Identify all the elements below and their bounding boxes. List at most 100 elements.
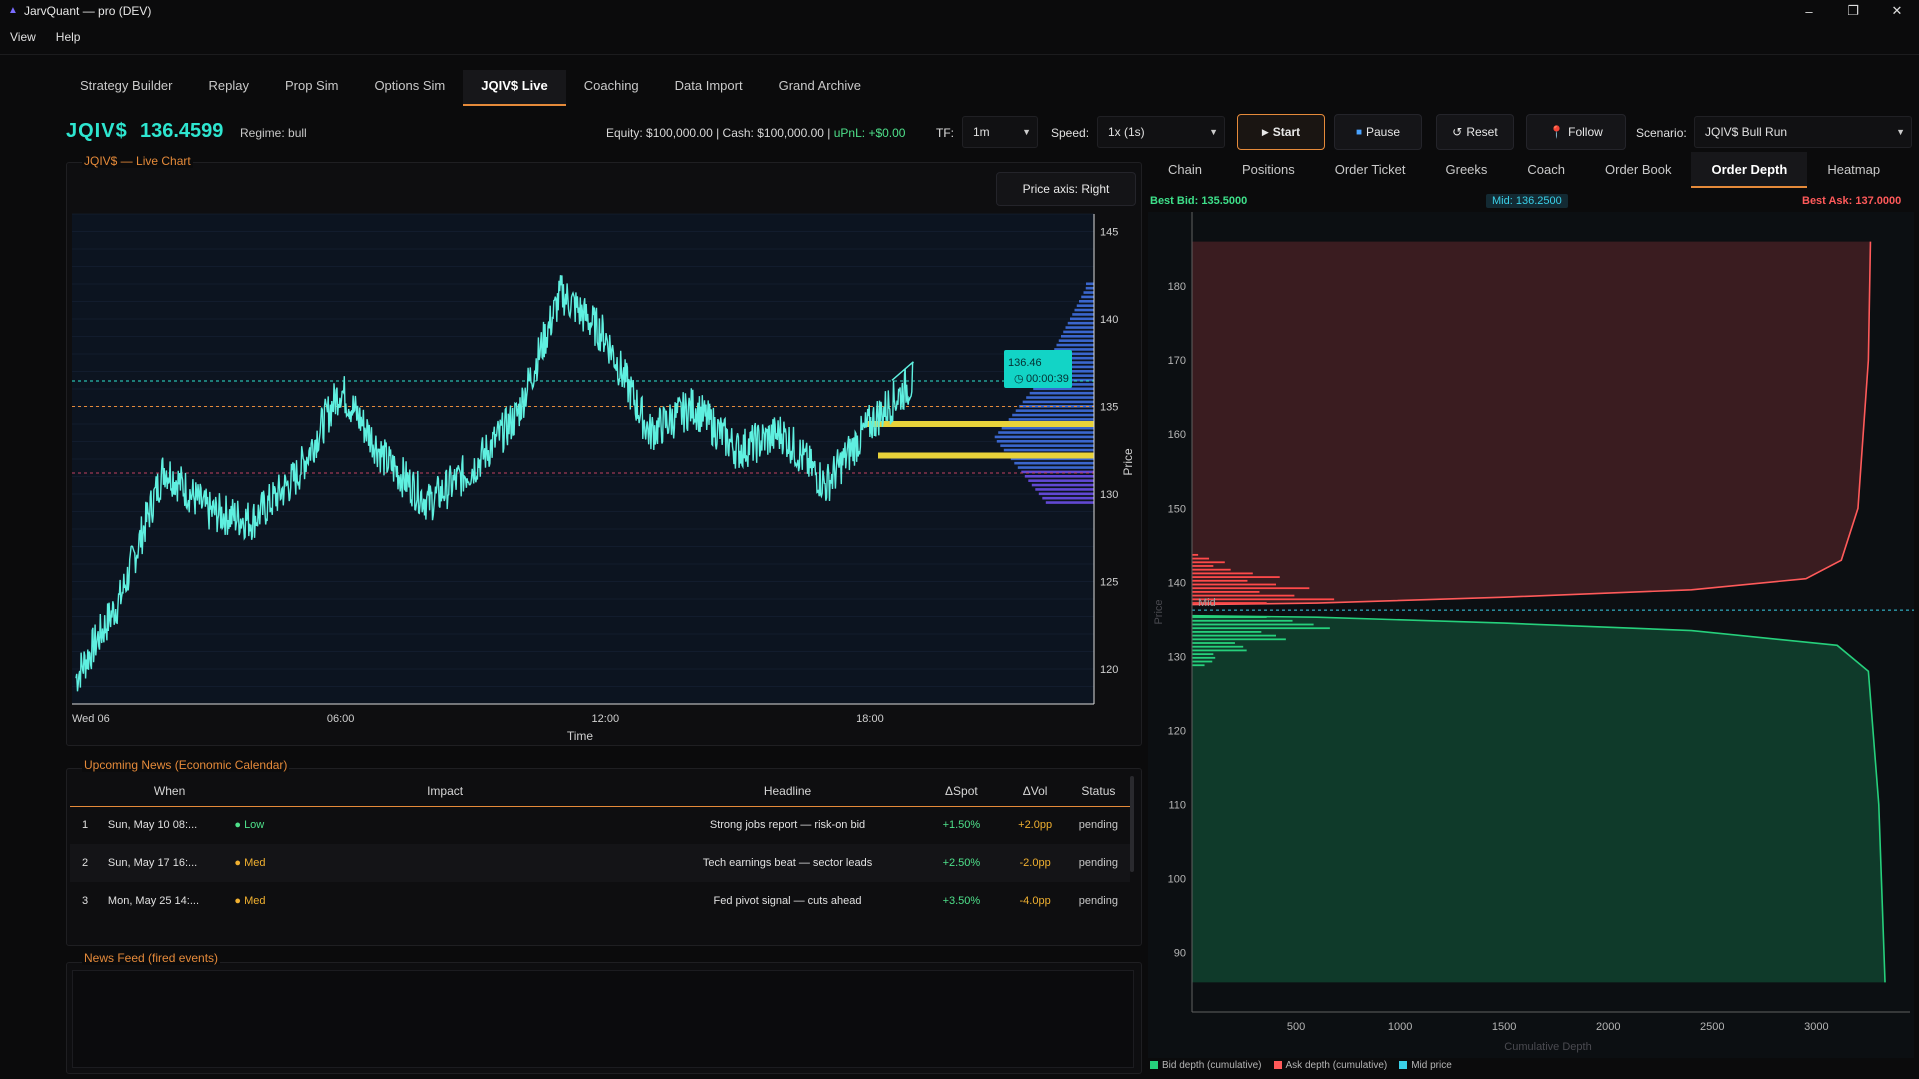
scenario-select[interactable]: JQIV$ Bull Run ▼	[1694, 116, 1912, 148]
volume-profile-bar	[994, 435, 1094, 439]
col-status[interactable]: Status	[1066, 776, 1130, 807]
volume-profile-bar	[1045, 501, 1094, 504]
legend-ask: Ask depth (cumulative)	[1273, 1060, 1387, 1071]
dvol-cell: -4.0pp	[1003, 882, 1067, 920]
impact-cell: ● Low	[234, 806, 656, 844]
volume-profile-bar	[1021, 470, 1094, 474]
impact-cell: ● Med	[234, 882, 656, 920]
speed-value: 1x (1s)	[1108, 125, 1145, 139]
pin-icon: 📍	[1549, 125, 1565, 139]
bid-level-bar	[1192, 649, 1247, 652]
volume-profile-bar	[1026, 396, 1094, 399]
chevron-down-icon: ▼	[1209, 127, 1218, 137]
tab-greeks[interactable]: Greeks	[1445, 162, 1488, 177]
tab-grand-archive[interactable]: Grand Archive	[778, 78, 861, 93]
col-impact[interactable]: Impact	[234, 776, 656, 807]
volume-profile-bar	[1008, 418, 1094, 421]
bid-level-bar	[1192, 653, 1214, 656]
volume-profile-bar	[1003, 448, 1094, 452]
upnl-text: uPnL: +$0.00	[833, 126, 906, 140]
tf-label: TF:	[936, 126, 954, 140]
bid-level-bar	[1192, 638, 1286, 641]
bid-level-bar	[1192, 645, 1244, 648]
row-number: 3	[70, 882, 108, 920]
account-summary: Equity: $100,000.00 | Cash: $100,000.00 …	[606, 126, 905, 140]
follow-button[interactable]: 📍 Follow	[1526, 114, 1626, 150]
bid-level-bar	[1192, 619, 1293, 622]
tab-heatmap[interactable]: Heatmap	[1827, 162, 1881, 177]
ask-level-bar	[1192, 576, 1280, 578]
best-ask-label: Best Ask: 137.0000	[1802, 195, 1902, 207]
tf-value: 1m	[973, 125, 990, 139]
depth-x-axis-title: Cumulative Depth	[1504, 1041, 1591, 1053]
right-tabs: Chain Positions Order Ticket Greeks Coac…	[1148, 152, 1900, 188]
legend-mid: Mid price	[1399, 1060, 1452, 1071]
legend-swatch	[1399, 1061, 1408, 1070]
tab-data-import[interactable]: Data Import	[674, 78, 743, 93]
menu-view[interactable]: View	[10, 30, 36, 44]
ask-level-bar	[1192, 565, 1214, 567]
volume-profile-bar	[1010, 457, 1094, 461]
ask-level-bar	[1192, 602, 1267, 604]
volume-profile-bar	[1038, 492, 1094, 496]
live-chart-title: JQIV$ — Live Chart	[82, 154, 193, 168]
close-button[interactable]: ✕	[1891, 3, 1903, 18]
tab-replay[interactable]: Replay	[208, 78, 249, 93]
volume-profile-bar	[1017, 466, 1094, 469]
table-row[interactable]: 3 Mon, May 25 14:... ● Med Fed pivot sig…	[70, 882, 1130, 920]
depth-y-tick-label: 160	[1168, 429, 1186, 441]
x-tick-label: 18:00	[856, 713, 884, 725]
bid-level-bar	[1192, 656, 1216, 659]
minimize-button[interactable]: –	[1805, 3, 1813, 19]
table-row[interactable]: 2 Sun, May 17 16:... ● Med Tech earnings…	[70, 844, 1130, 882]
bid-level-bar	[1192, 623, 1314, 626]
menu-help[interactable]: Help	[55, 30, 81, 44]
col-dvol[interactable]: ΔVol	[1003, 776, 1067, 807]
row-number-header	[70, 776, 108, 807]
volume-profile-peak	[878, 452, 1094, 459]
tab-order-ticket[interactable]: Order Ticket	[1334, 162, 1406, 177]
play-icon: ▶	[1261, 126, 1269, 137]
last-price-marker: 136.46 ◷ 00:00:39	[1004, 350, 1072, 388]
countdown-label: 00:00:39	[1026, 373, 1069, 385]
window-title: JarvQuant — pro (DEV)	[24, 4, 152, 18]
dvol-cell: +2.0pp	[1003, 806, 1067, 844]
table-row[interactable]: 1 Sun, May 10 08:... ● Low Strong jobs r…	[70, 806, 1130, 844]
pause-button[interactable]: ■ Pause	[1334, 114, 1422, 150]
impact-cell: ● Med	[234, 844, 656, 882]
x-axis-title: Time	[567, 729, 594, 743]
order-depth-chart[interactable]: 90 100 110 120 130 140 150 160 170 180 500 1000 150…	[1148, 212, 1914, 1058]
x-tick-label: Wed 06	[72, 713, 110, 725]
reset-button[interactable]: ↺ Reset	[1436, 114, 1514, 150]
col-when[interactable]: When	[107, 776, 235, 807]
y-axis-title: Price	[1121, 448, 1135, 476]
tab-order-depth[interactable]: Order Depth	[1691, 152, 1808, 188]
col-headline[interactable]: Headline	[655, 776, 920, 807]
start-button[interactable]: ▶ Start	[1237, 114, 1325, 150]
tab-prop-sim[interactable]: Prop Sim	[284, 78, 339, 93]
tab-chain[interactable]: Chain	[1168, 162, 1202, 177]
volume-profile-bar	[1081, 295, 1094, 299]
live-price-chart[interactable]: 145 140 135 130 125 120 Wed 06 06:00 12:00 18:00…	[70, 212, 1142, 746]
chevron-down-icon: ▼	[1896, 127, 1905, 137]
news-feed-list[interactable]	[72, 970, 1134, 1068]
tab-strategy-builder[interactable]: Strategy Builder	[80, 78, 173, 93]
tab-positions[interactable]: Positions	[1241, 162, 1295, 177]
col-dspot[interactable]: ΔSpot	[919, 776, 1004, 807]
price-axis-toggle[interactable]: Price axis: Right	[996, 172, 1136, 206]
tab-coaching[interactable]: Coaching	[583, 78, 639, 93]
pause-label: Pause	[1366, 125, 1401, 139]
bid-depth-area	[1192, 615, 1886, 983]
ask-depth-line	[1191, 241, 1872, 606]
tab-order-book[interactable]: Order Book	[1605, 162, 1672, 177]
volume-profile-bar	[1014, 461, 1094, 465]
news-scrollbar[interactable]	[1130, 776, 1134, 872]
speed-select[interactable]: 1x (1s) ▼	[1097, 116, 1225, 148]
maximize-button[interactable]: ❐	[1847, 3, 1859, 18]
y-tick-label: 135	[1100, 402, 1118, 414]
tab-coach[interactable]: Coach	[1527, 162, 1565, 177]
tf-select[interactable]: 1m ▼	[962, 116, 1038, 148]
tab-jqiv-live[interactable]: JQIV$ Live	[463, 70, 566, 106]
legend-bid-label: Bid depth (cumulative)	[1162, 1060, 1262, 1071]
tab-options-sim[interactable]: Options Sim	[374, 78, 446, 93]
